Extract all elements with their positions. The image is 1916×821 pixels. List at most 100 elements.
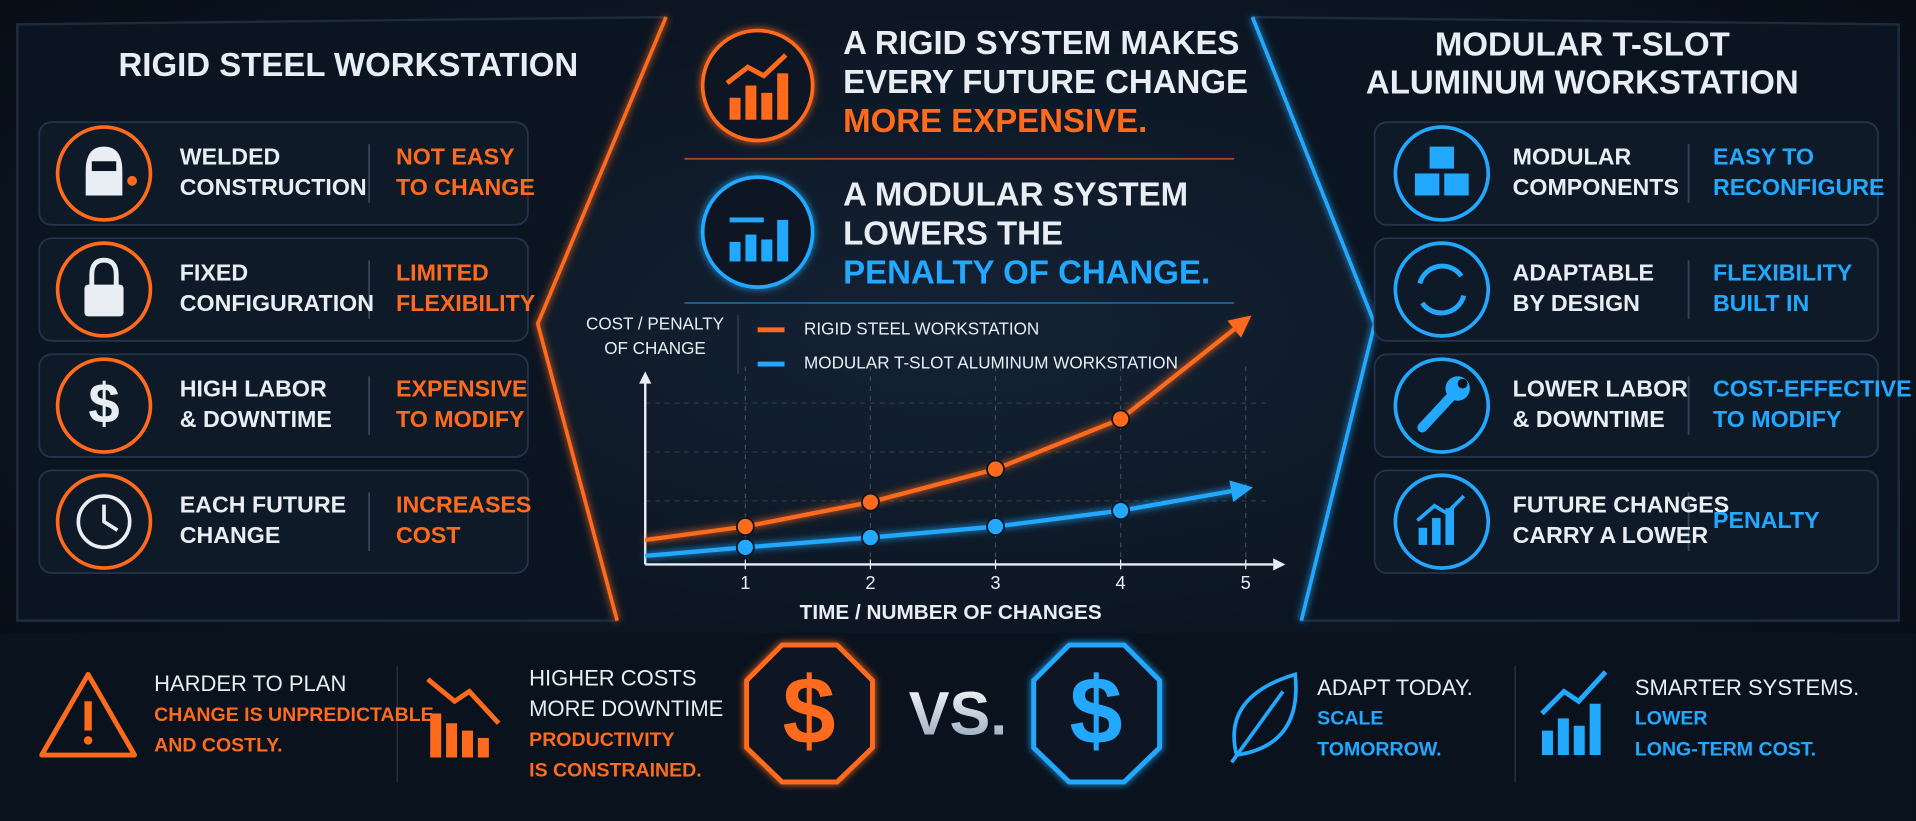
icon-bar <box>777 219 789 262</box>
icon-ring <box>55 357 153 454</box>
row-label: HIGH LABOR <box>180 375 327 401</box>
cost-chart: 1 2 3 4 5 COST / PENALTY OF CHANGE TIME / NUMBE… <box>586 314 1286 624</box>
cube <box>1414 173 1440 196</box>
row-effect: PENALTY <box>1713 507 1820 533</box>
cube <box>1429 146 1455 169</box>
legend-label: MODULAR T-SLOT ALUMINUM WORKSTATION <box>804 354 1178 373</box>
bottom-text: SMARTER SYSTEMS. <box>1635 675 1859 700</box>
icon-ring <box>1393 125 1491 222</box>
leaf-icon <box>1230 671 1298 764</box>
headline-emphasis: MORE EXPENSIVE. <box>843 102 1147 139</box>
icon-trend <box>725 53 788 86</box>
wrench-icon <box>1417 376 1470 433</box>
y-axis-label: OF CHANGE <box>604 339 706 358</box>
icon-bar <box>1418 527 1428 545</box>
icon-bar <box>1445 508 1455 545</box>
icon-ring <box>1393 473 1491 570</box>
lock-body <box>84 284 124 317</box>
wrench-head <box>1445 376 1470 401</box>
legend-label: RIGID STEEL WORKSTATION <box>804 319 1039 338</box>
icon-bar <box>761 92 773 120</box>
row-effect: EXPENSIVE <box>396 375 528 401</box>
panel-title: RIGID STEEL WORKSTATION <box>118 46 578 83</box>
cubes-icon <box>1414 146 1469 196</box>
row-effect: EASY TO <box>1713 143 1814 169</box>
cycle-icon <box>1417 263 1467 316</box>
icon-bar <box>1573 725 1585 756</box>
data-point <box>860 492 880 512</box>
x-tick-label: 4 <box>1116 572 1126 593</box>
row-effect: TO MODIFY <box>396 406 525 432</box>
x-axis-arrow <box>1273 558 1286 571</box>
welder-visor <box>91 161 117 172</box>
versus: VS. <box>909 680 1007 748</box>
left-icon-rings <box>55 125 153 570</box>
row-label: CONFIGURATION <box>180 290 374 316</box>
icon-bar <box>1557 718 1569 756</box>
icon-ring <box>55 125 153 222</box>
bottom-emphasis: PRODUCTIVITY <box>529 729 674 751</box>
icon-ring <box>55 241 153 338</box>
row-box <box>1373 469 1879 574</box>
series-line <box>644 318 1248 543</box>
right-icon-rings <box>1393 125 1491 570</box>
lock-shackle <box>89 257 119 288</box>
row-label: BY DESIGN <box>1513 290 1640 316</box>
row-effect: FLEXIBILITY <box>396 290 536 316</box>
headline: A MODULAR SYSTEM <box>843 175 1188 212</box>
headline: A RIGID SYSTEM MAKES <box>843 24 1239 61</box>
row-box <box>38 121 529 226</box>
leaf-vein <box>1230 690 1285 764</box>
x-axis-label: TIME / NUMBER OF CHANGES <box>800 601 1102 624</box>
x-tick-label: 5 <box>1241 572 1251 593</box>
row-label: MODULAR <box>1513 143 1632 169</box>
bottom-emphasis: TOMORROW. <box>1317 738 1441 760</box>
icon-bar <box>777 73 789 120</box>
headline-emphasis: PENALTY OF CHANGE. <box>843 254 1210 291</box>
warning-dot <box>83 736 93 745</box>
row-effect: TO MODIFY <box>1713 406 1842 432</box>
y-axis-label: COST / PENALTY <box>586 314 725 333</box>
welder-icon <box>85 146 137 196</box>
row-dividers <box>368 144 1690 551</box>
growth-bars-icon <box>1540 670 1608 756</box>
bottom-emphasis: IS CONSTRAINED. <box>529 760 702 782</box>
row-label: ADAPTABLE <box>1513 259 1654 285</box>
dollar-symbol: $ <box>1070 659 1123 765</box>
cube <box>1444 173 1469 196</box>
row-effect: BUILT IN <box>1713 290 1809 316</box>
series-arrowhead <box>1229 480 1253 503</box>
row-effect: LIMITED <box>396 259 489 285</box>
icon-ring <box>55 473 153 570</box>
panel-title: ALUMINUM WORKSTATION <box>1366 64 1799 101</box>
row-label: CONSTRUCTION <box>180 174 367 200</box>
row-label: & DOWNTIME <box>1513 406 1665 432</box>
data-point <box>986 517 1005 537</box>
dollar-symbol: $ <box>782 659 835 765</box>
bottom-text: HARDER TO PLAN <box>154 671 346 696</box>
icon-bar <box>430 713 442 758</box>
cycle-arrow <box>1417 263 1464 285</box>
icon-bar <box>1432 518 1441 545</box>
row-boxes <box>38 121 1879 574</box>
wrench-gap <box>1457 378 1468 389</box>
x-tick-label: 1 <box>740 572 750 593</box>
icon-bar <box>745 85 757 120</box>
row-effect: INCREASES <box>396 492 531 518</box>
clock-icon <box>76 494 132 550</box>
x-tick-label: 3 <box>990 572 1000 593</box>
rising-bars-icon <box>725 53 789 120</box>
icon-bar <box>1541 730 1553 756</box>
y-axis-arrow <box>639 371 652 384</box>
row-label: FIXED <box>180 259 248 285</box>
data-point <box>735 517 755 537</box>
falling-bars-icon <box>426 677 501 758</box>
growth-icon <box>1416 494 1466 545</box>
data-point <box>1111 409 1131 429</box>
cycle-arrow <box>1420 294 1467 316</box>
headline: LOWERS THE <box>843 215 1063 252</box>
icon-trend <box>1540 670 1608 716</box>
row-effect: COST-EFFECTIVE <box>1713 375 1912 401</box>
